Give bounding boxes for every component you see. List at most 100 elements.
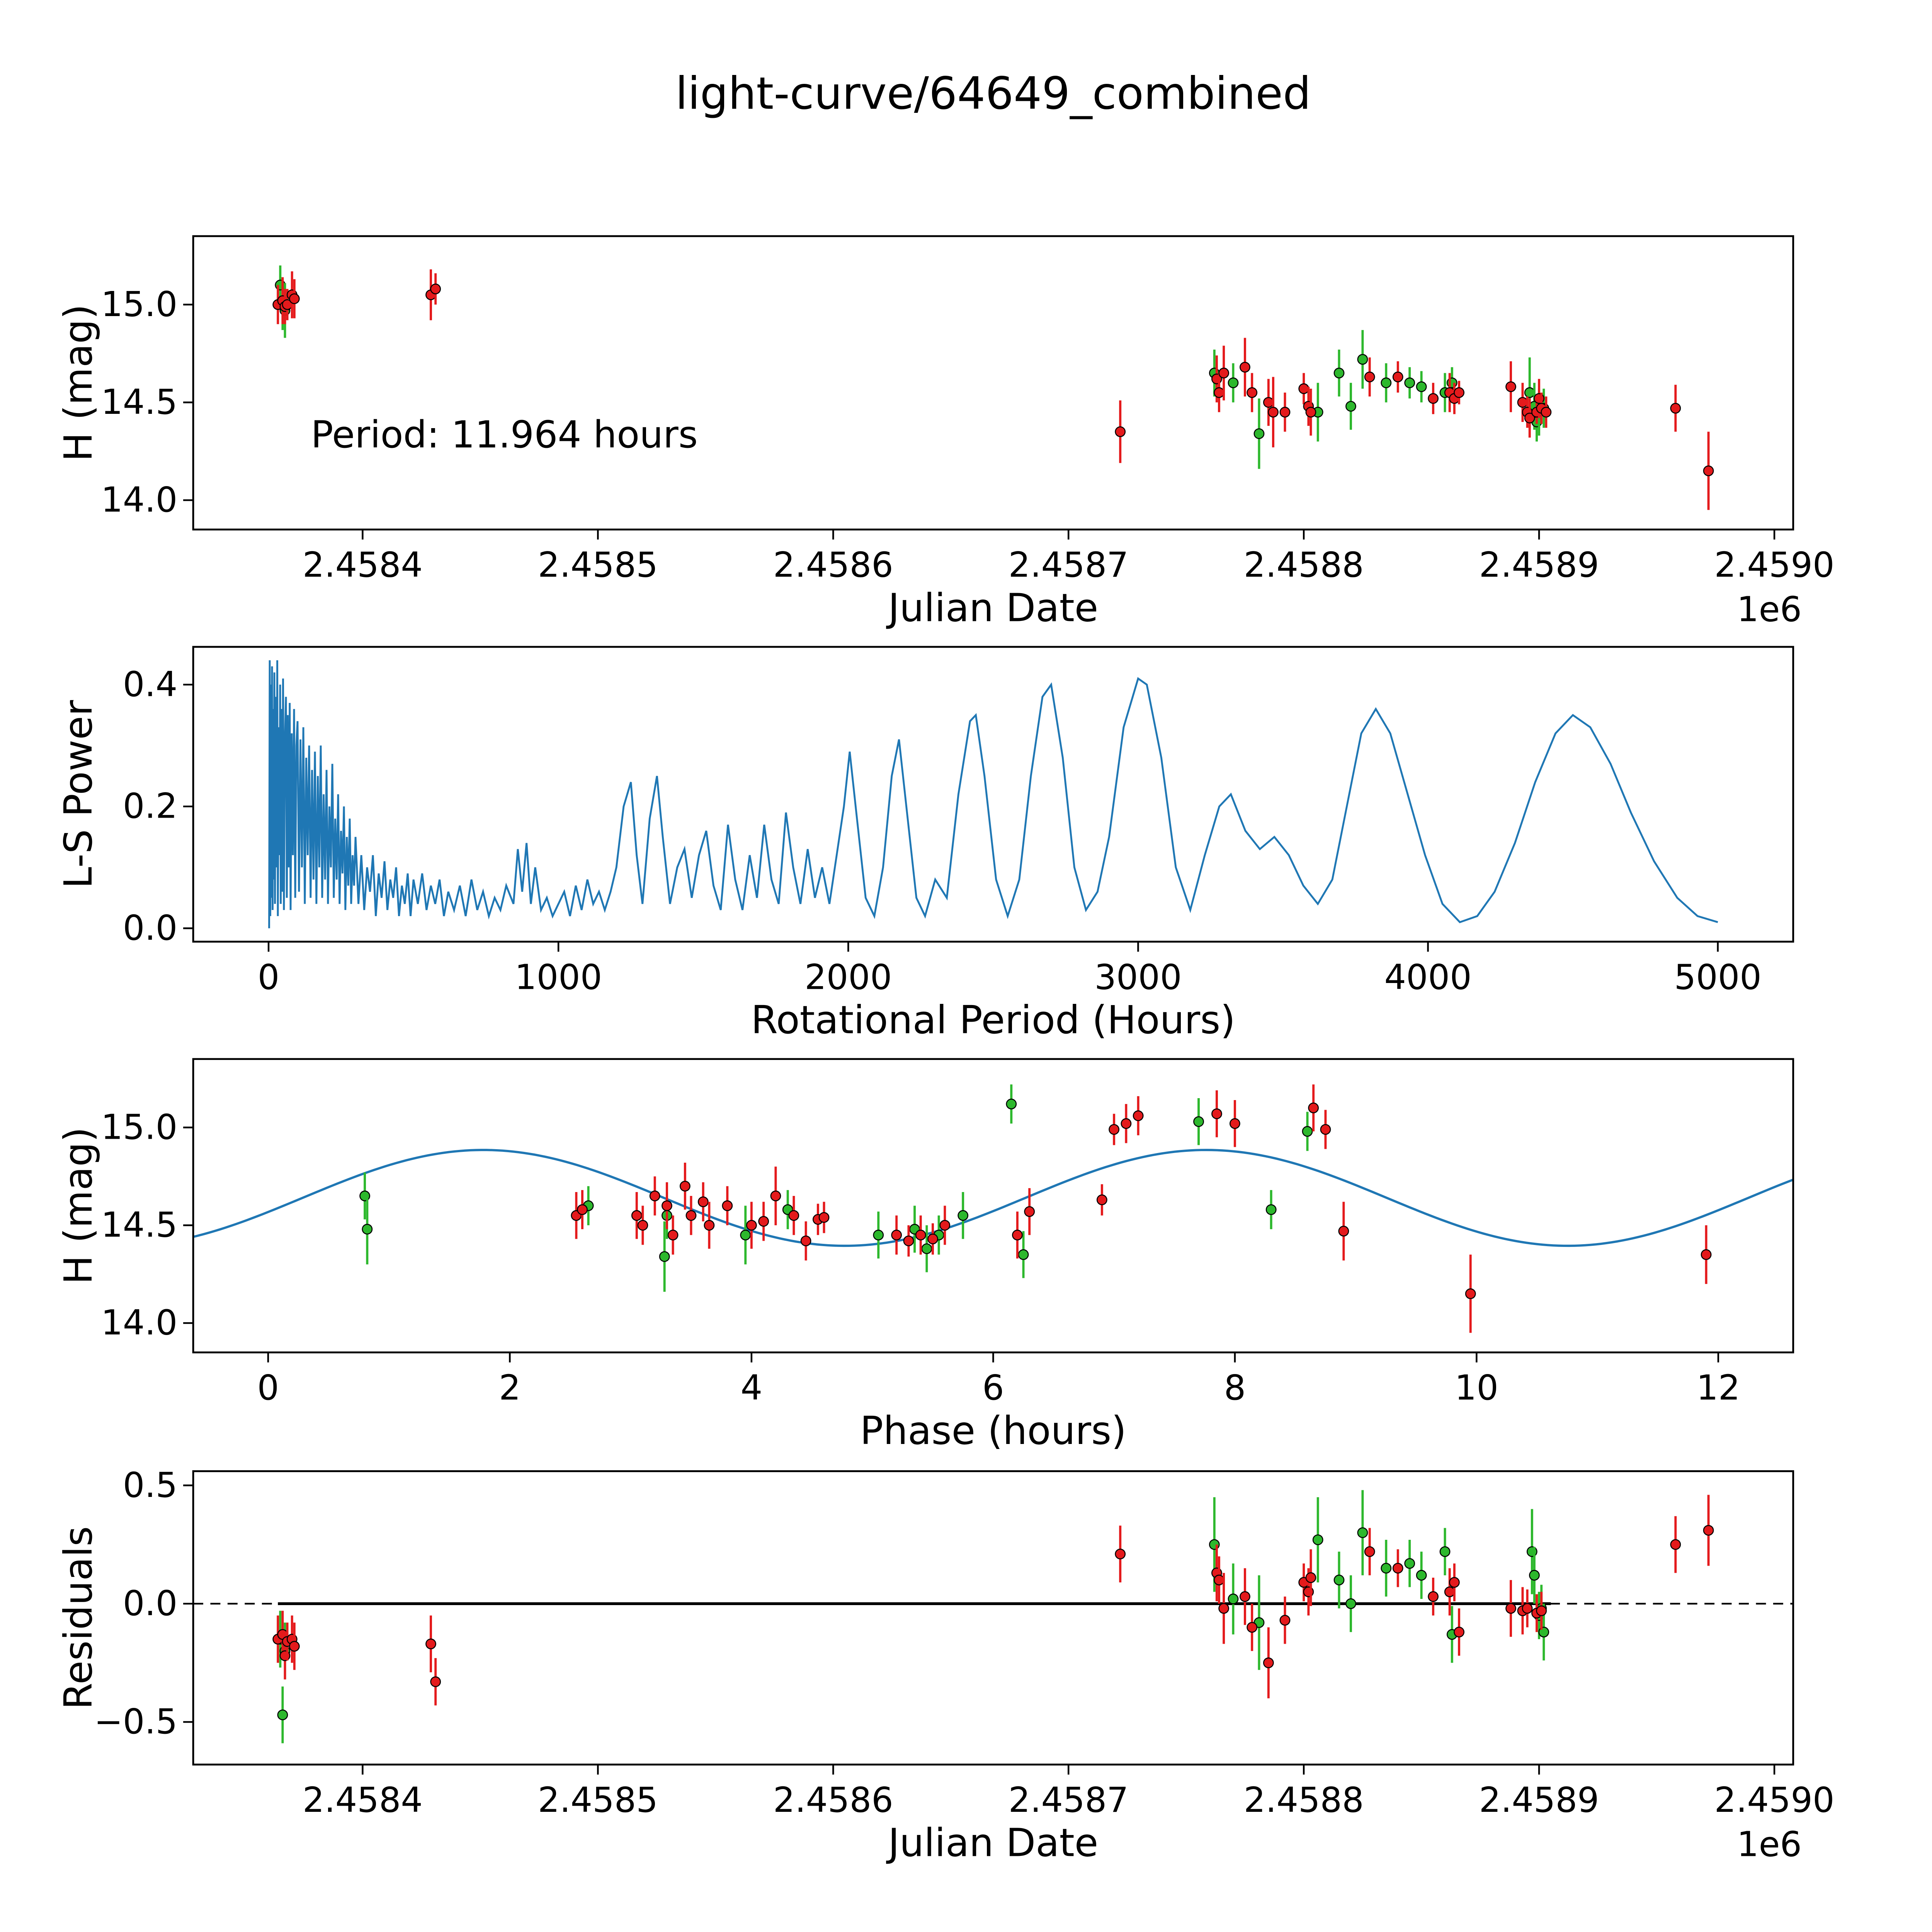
data-point [788,1210,799,1221]
data-point [1381,377,1392,388]
data-point [873,1230,884,1241]
data-point [1536,1605,1547,1616]
data-point [1218,1603,1230,1614]
x-tick-label: 0 [257,1367,279,1408]
data-point [1253,428,1265,439]
data-point [1096,1194,1107,1206]
panel-residuals: 2.4584 2.4585 2.4586 2.4587 2.4588 2.4589 2.45… [56,1465,1834,1866]
x-tick-label: 2.4584 [303,1780,423,1820]
data-point [1439,1546,1451,1557]
data-point [1703,1525,1714,1536]
data-point [722,1200,733,1211]
x-tick-label: 2 [499,1367,521,1408]
data-point [1522,1603,1533,1614]
data-point [746,1220,757,1231]
y-axis-label: H (mag) [56,1127,101,1284]
data-point [1392,1563,1403,1574]
data-point [1505,1603,1516,1614]
data-point [631,1210,642,1221]
axes-frame [192,1470,1794,1766]
x-tick-label: 2.4585 [538,1780,658,1820]
x-tick-label: 2000 [804,957,892,997]
phased-lightcurve-points-red [571,1084,1712,1333]
data-point [1449,1577,1460,1588]
axis-offset-label: 1e6 [1737,1824,1802,1864]
x-axis-label: Rotational Period (Hours) [751,997,1236,1043]
data-point [1333,1575,1345,1585]
data-point [1265,1204,1277,1215]
data-point [1404,1558,1415,1569]
data-point [430,1676,441,1687]
data-point [818,1212,830,1223]
data-point [1263,1657,1274,1668]
data-point [1214,387,1225,398]
data-point [1524,412,1535,423]
axes-frame [192,235,1794,531]
y-tick-label: −0.5 [94,1701,177,1742]
y-tick-label: 15.0 [101,1107,177,1147]
data-point [903,1235,914,1247]
data-point [1302,1126,1313,1137]
data-point [1268,406,1279,418]
x-tick-label: 0 [258,957,280,997]
data-point [1228,1594,1239,1604]
y-tick-label: 14.0 [101,1303,177,1343]
data-point [430,283,441,294]
x-tick-label: 4 [741,1367,763,1408]
data-point [800,1235,811,1247]
data-point [740,1230,751,1241]
x-tick-label: 5000 [1674,957,1762,997]
data-point [1305,406,1316,418]
data-point [277,1709,288,1720]
x-tick-label: 1000 [515,957,602,997]
data-point [1312,1534,1323,1545]
data-point [679,1180,690,1192]
data-point [704,1220,715,1231]
data-point [659,1251,670,1262]
data-point [662,1200,672,1211]
x-tick-label: 2.4587 [1009,1780,1129,1820]
data-point [1218,367,1230,379]
data-point [758,1216,769,1227]
phased-lightcurve-points-green [359,1084,1313,1292]
data-point [1279,406,1291,418]
y-tick-label: 14.5 [101,1205,177,1245]
data-point [1333,367,1345,379]
data-point [577,1204,588,1215]
data-point [770,1190,781,1201]
charts-container: 2.4584 2.4585 2.4586 2.4587 2.4588 2.4589 2.45… [56,235,1835,1866]
x-tick-label: 2.4585 [538,545,658,585]
data-point [1465,1288,1476,1299]
data-point [1006,1099,1017,1110]
data-point [1308,1102,1319,1114]
residuals-points-red [272,1495,1714,1706]
x-tick-label: 2.4588 [1244,1780,1364,1820]
y-tick-label: 0.5 [123,1465,177,1505]
y-tick-label: 0.0 [123,1583,177,1623]
y-tick-label: 0.4 [123,664,177,704]
data-point [1454,387,1464,398]
data-point [1115,426,1126,437]
data-point [1263,397,1274,408]
y-axis-label: H (mag) [56,304,101,461]
y-tick-label: 14.5 [101,382,177,422]
data-point [1012,1230,1023,1241]
data-point [1133,1110,1144,1121]
jd-lightcurve-points-red [272,269,1714,510]
x-tick-label: 2.4587 [1009,545,1129,585]
data-point [1505,381,1516,392]
y-tick-label: 0.2 [123,786,177,826]
x-tick-label: 8 [1224,1367,1246,1408]
model-fit-curve [193,1149,1794,1247]
y-tick-label: 0.0 [123,908,177,948]
data-point [1298,383,1310,394]
data-point [1428,1591,1439,1602]
data-point [685,1210,697,1221]
x-tick-label: 6 [982,1367,1004,1408]
data-point [1404,377,1415,388]
data-point [1444,1586,1455,1597]
data-point [915,1230,926,1241]
data-point [1345,401,1356,412]
x-tick-label: 2.4584 [303,545,423,585]
